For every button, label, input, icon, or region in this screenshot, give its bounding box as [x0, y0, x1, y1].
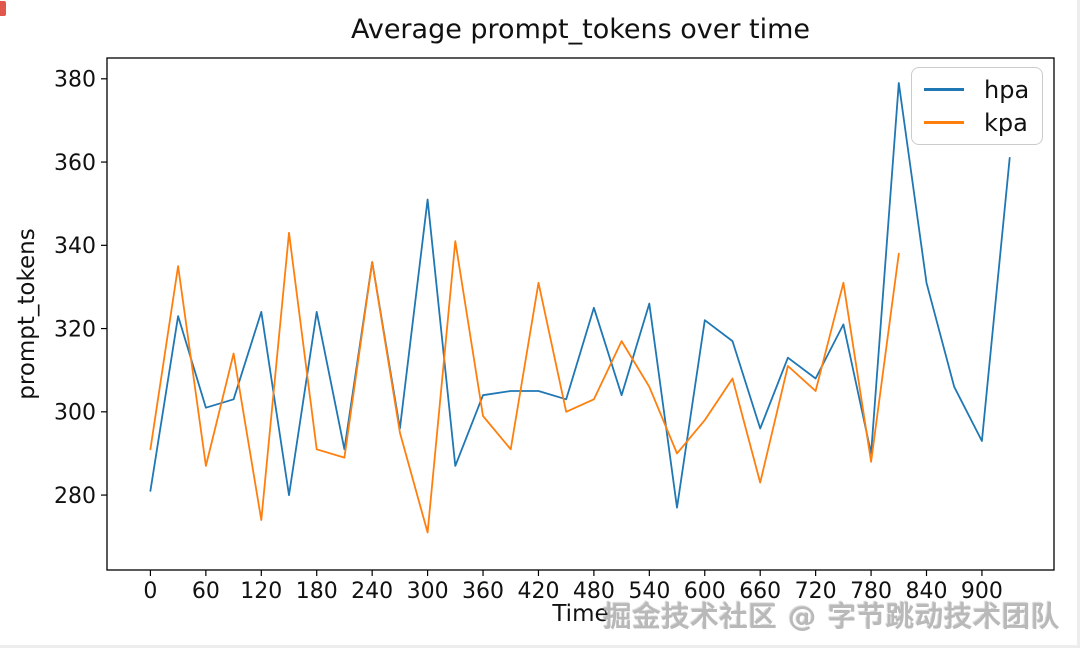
x-tick-label: 480: [573, 579, 615, 604]
x-tick-label: 180: [296, 579, 338, 604]
y-tick-label: 320: [54, 317, 96, 342]
x-tick-label: 120: [240, 579, 282, 604]
x-tick-label: 240: [351, 579, 393, 604]
y-tick-label: 340: [54, 234, 96, 259]
x-tick-label: 360: [462, 579, 504, 604]
x-tick-label: 420: [517, 579, 559, 604]
axis-frame: [106, 57, 1055, 571]
hpa-line-swatch: [924, 88, 964, 91]
x-tick-label: 660: [739, 579, 781, 604]
kpa-line-swatch: [924, 121, 964, 124]
y-tick-label: 280: [54, 484, 96, 509]
x-tick-label: 300: [407, 579, 449, 604]
chart-title: Average prompt_tokens over time: [350, 14, 811, 45]
legend-entry-hpa: hpa: [924, 78, 1030, 102]
x-axis-label: Time: [552, 601, 609, 627]
legend-label-hpa: hpa: [984, 75, 1030, 104]
y-tick-label: 300: [54, 401, 96, 426]
y-tick-label: 360: [54, 151, 96, 176]
x-tick-label: 780: [850, 579, 892, 604]
screenshot-corner-artifact: [0, 1, 6, 16]
y-tick-label: 380: [54, 68, 96, 93]
watermark: 掘金技术社区 @ 字节跳动技术团队: [603, 600, 1060, 633]
x-tick-label: 60: [192, 579, 220, 604]
y-axis-label: prompt_tokens: [14, 228, 40, 400]
legend: hpa kpa: [911, 67, 1043, 145]
x-tick-label: 600: [684, 579, 726, 604]
kpa-line: [149, 231, 900, 534]
x-tick-label: 900: [961, 579, 1003, 604]
legend-label-kpa: kpa: [984, 108, 1028, 137]
x-tick-label: 540: [628, 579, 670, 604]
x-tick-label: 0: [143, 579, 157, 604]
hpa-line: [149, 82, 1011, 509]
legend-entry-kpa: kpa: [924, 111, 1030, 135]
x-tick-label: 720: [795, 579, 837, 604]
x-tick-label: 840: [906, 579, 948, 604]
